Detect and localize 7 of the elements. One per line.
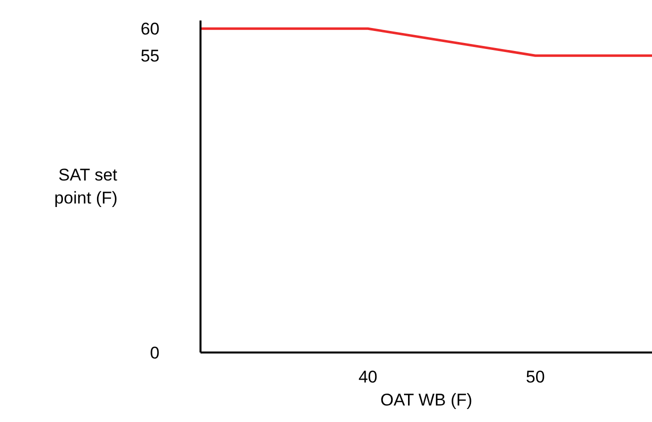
x-tick-label: 40	[358, 368, 378, 386]
y-axis-title: SAT set point (F)	[54, 166, 118, 208]
x-tick-label: 50	[526, 368, 545, 386]
y-tick-label: 0	[150, 344, 160, 362]
x-axis-title: OAT WB (F)	[380, 390, 472, 410]
y-tick-label: 55	[140, 46, 160, 66]
y-tick-label: 60	[140, 20, 160, 39]
